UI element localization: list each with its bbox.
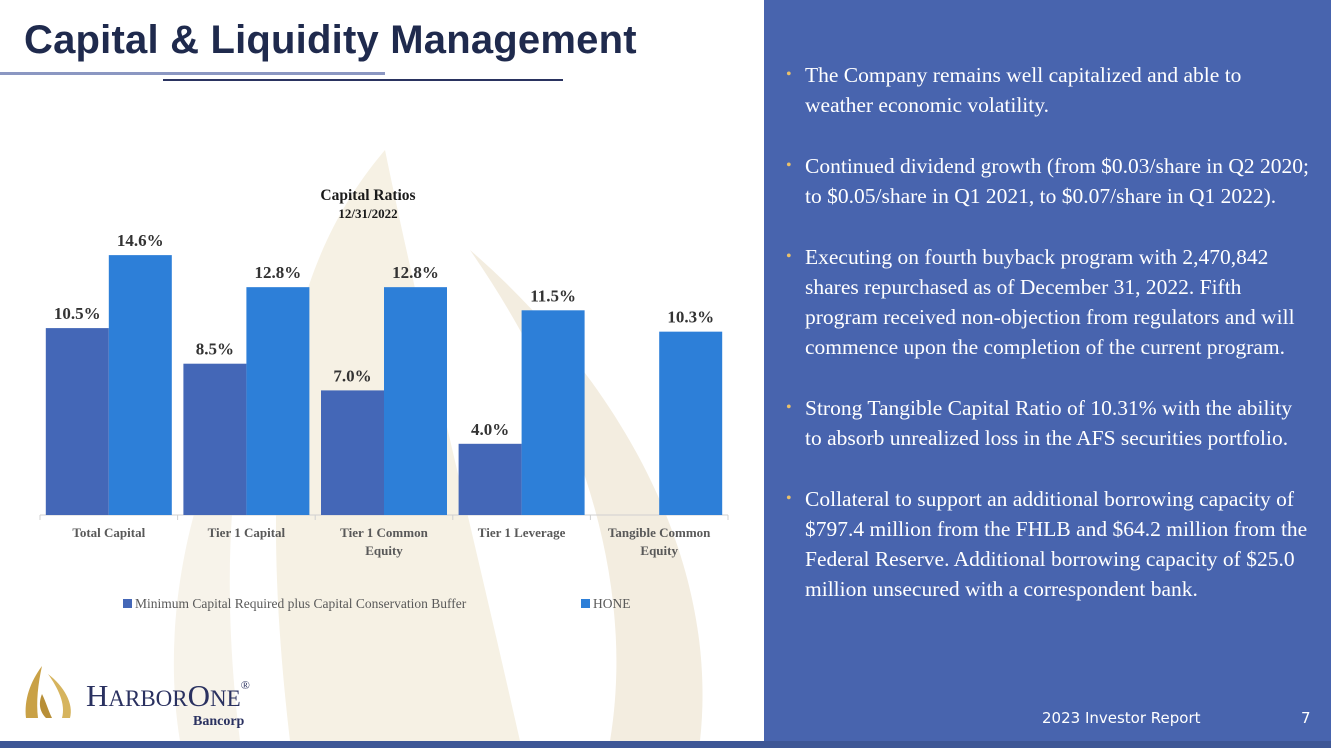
page-number: 7 (1301, 709, 1311, 727)
data-label: 10.3% (667, 308, 714, 327)
bullet-panel (764, 0, 1331, 741)
logo-subtitle: Bancorp (193, 714, 245, 729)
bullet-text: Continued dividend growth (from $0.03/sh… (805, 154, 1309, 208)
bullet-item: • Executing on fourth buyback program wit… (786, 242, 1311, 362)
data-label: 14.6% (117, 231, 164, 250)
bullet-dot-icon: • (786, 66, 792, 83)
x-tick-label-line: Total Capital (72, 525, 145, 540)
content-area: Capital & Liquidity Management Capital R… (0, 18, 729, 741)
bar-minimum-required (458, 443, 522, 515)
data-label: 8.5% (196, 340, 234, 359)
legend-swatch (123, 599, 132, 608)
footer-text: 2023 Investor Report (1042, 709, 1201, 727)
x-tick-label: Tangible Common Equity (608, 525, 711, 558)
legend-label: Minimum Capital Required plus Capital Co… (135, 596, 467, 611)
x-tick-label: Tier 1 Common Equity (340, 525, 428, 558)
data-label: 7.0% (333, 366, 371, 385)
x-tick-label-line: Tier 1 Leverage (478, 525, 566, 540)
bar-hone (108, 255, 172, 515)
title-underline-dark (163, 79, 563, 81)
bullet-text: Collateral to support an additional borr… (805, 487, 1308, 601)
x-tick-label-line: Equity (365, 543, 403, 558)
bullet-dot-icon: • (786, 157, 792, 174)
bullet-dot-icon: • (786, 490, 792, 507)
bullet-text: Strong Tangible Capital Ratio of 10.31% … (805, 396, 1293, 450)
data-label: 12.8% (255, 263, 302, 282)
data-label: 12.8% (392, 263, 439, 282)
chart-title: Capital Ratios (320, 187, 415, 204)
x-tick-label: Total Capital (72, 525, 145, 540)
bar-hone (384, 287, 447, 515)
bar-hone (521, 310, 585, 515)
x-tick-label-line: Tier 1 Common (340, 525, 428, 540)
bar-hone (246, 287, 310, 515)
chart-subtitle: 12/31/2022 (338, 206, 397, 221)
title-underline-light (0, 72, 385, 75)
bullet-dot-icon: • (786, 399, 792, 416)
harborone-logo: HARBORONE® Bancorp (18, 664, 278, 734)
x-tick-label: Tier 1 Leverage (478, 525, 566, 540)
data-label: 10.5% (54, 304, 101, 323)
bar-minimum-required (45, 328, 109, 515)
bullet-text: The Company remains well capitalized and… (805, 63, 1242, 117)
data-label: 4.0% (471, 420, 509, 439)
x-tick-label-line: Tier 1 Capital (208, 525, 286, 540)
data-label: 11.5% (530, 286, 576, 305)
page-title: Capital & Liquidity Management (24, 18, 637, 62)
bullet-item: • The Company remains well capitalized an… (786, 60, 1311, 120)
logo-wordmark: HARBORONE® (86, 678, 250, 713)
logo-flame-icon (25, 666, 71, 718)
bar-minimum-required (321, 390, 384, 515)
bullet-list: • The Company remains well capitalized an… (786, 60, 1311, 635)
bar-minimum-required (183, 363, 247, 515)
capital-ratios-chart: Capital Ratios 12/31/2022 10.5% 14.6% Tota… (39, 187, 729, 611)
bullet-text: Executing on fourth buyback program with… (805, 245, 1295, 359)
x-tick-label: Tier 1 Capital (208, 525, 286, 540)
bar-hone (659, 331, 723, 515)
legend-label: HONE (593, 596, 631, 611)
bottom-bar (0, 741, 1331, 748)
bullet-dot-icon: • (786, 248, 792, 265)
x-tick-label-line: Tangible Common (608, 525, 711, 540)
x-tick-label-line: Equity (640, 543, 678, 558)
bullet-item: • Continued dividend growth (from $0.03/s… (786, 151, 1311, 211)
bullet-item: • Strong Tangible Capital Ratio of 10.31%… (786, 393, 1311, 453)
bullet-item: • Collateral to support an additional bor… (786, 484, 1311, 604)
legend-swatch (581, 599, 590, 608)
